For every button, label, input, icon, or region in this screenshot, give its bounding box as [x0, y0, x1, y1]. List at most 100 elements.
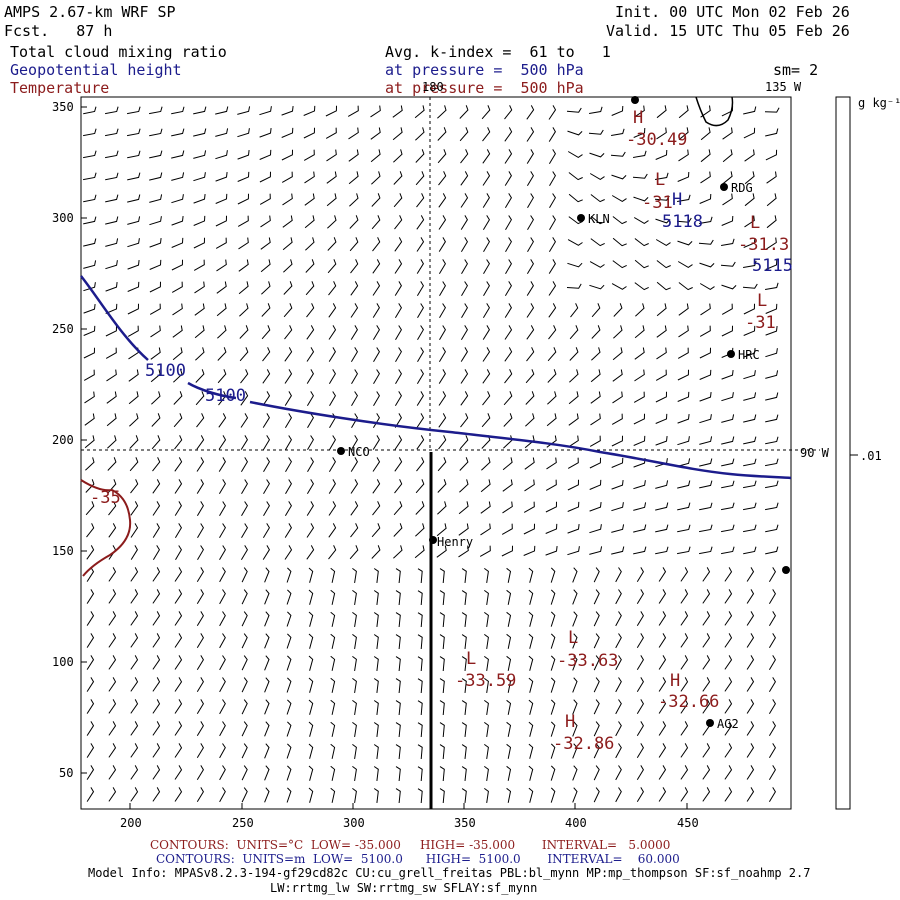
wind-barb	[506, 567, 512, 583]
wind-barb	[484, 677, 489, 693]
wind-barb	[460, 149, 469, 164]
wind-barb	[127, 281, 140, 292]
wind-barb	[743, 414, 757, 423]
station-label-rdg: RDG	[731, 181, 753, 195]
wind-barb	[395, 766, 401, 782]
wind-barb	[417, 325, 424, 341]
wind-barb	[461, 568, 467, 583]
wind-barb	[328, 479, 336, 494]
wind-barb	[636, 567, 644, 582]
wind-barb	[699, 262, 715, 268]
wind-barb	[372, 259, 381, 274]
wind-barb	[504, 127, 513, 142]
wind-barb	[106, 413, 117, 427]
wind-barb	[149, 106, 163, 115]
station-dot-top	[631, 96, 639, 104]
wind-barb	[372, 435, 380, 450]
wind-barb	[415, 127, 425, 141]
wind-barb	[241, 721, 248, 737]
wind-barb	[548, 259, 556, 274]
wind-barb	[437, 127, 447, 141]
wind-barb	[395, 722, 401, 738]
wind-barb	[327, 259, 337, 274]
wind-barb	[174, 589, 183, 604]
wind-barb	[612, 347, 623, 361]
wind-barb	[152, 501, 161, 516]
wind-barb	[680, 589, 689, 604]
wind-barb	[152, 677, 161, 692]
wind-barb	[545, 523, 558, 534]
wind-barb	[699, 524, 713, 533]
wind-barb	[676, 217, 692, 223]
wind-barb	[765, 303, 778, 314]
wind-barb	[83, 260, 97, 269]
wind-barb	[545, 479, 557, 491]
wind-barb	[567, 501, 580, 512]
wind-barb	[658, 633, 667, 648]
wind-barb	[438, 259, 446, 274]
wind-barb	[439, 568, 445, 584]
y-tick-200: 200	[52, 433, 74, 447]
wind-barb	[677, 347, 689, 359]
wind-barb	[217, 369, 227, 384]
wind-barb	[174, 721, 183, 736]
wind-barb	[130, 501, 139, 516]
wind-barb	[239, 347, 249, 362]
wind-barb	[171, 106, 185, 115]
wind-barb	[241, 699, 248, 715]
station-dot-nco	[337, 447, 345, 455]
wind-barb	[149, 259, 162, 270]
wind-barb	[655, 172, 669, 180]
wind-barb	[721, 392, 734, 402]
colorbar-units: g kg⁻¹	[858, 96, 900, 110]
wind-barb	[108, 655, 117, 670]
wind-barb	[528, 765, 534, 781]
wind-barb	[264, 765, 270, 781]
height-contour-5100-c	[249, 400, 792, 480]
wind-barb	[308, 677, 314, 693]
wind-barb	[589, 152, 605, 158]
wind-barb	[416, 391, 424, 406]
wind-barb	[526, 347, 535, 362]
wind-barb	[395, 656, 401, 672]
wind-barb	[636, 721, 644, 736]
wind-barb	[593, 589, 600, 605]
wind-barb	[546, 457, 557, 470]
wind-barb	[372, 237, 381, 252]
wind-barb	[765, 392, 779, 401]
wind-barb	[307, 457, 314, 473]
wind-barb	[746, 765, 755, 780]
wind-barb	[655, 502, 669, 511]
wind-barb	[197, 545, 204, 561]
wind-barb	[572, 787, 578, 803]
wind-barb	[328, 501, 337, 516]
wind-barb	[636, 699, 644, 714]
wind-barb	[658, 699, 667, 714]
wind-barb	[152, 457, 161, 472]
wind-barb	[523, 501, 535, 513]
wind-barb	[611, 546, 625, 555]
wind-barb	[744, 149, 755, 162]
temp-value-5: -35	[90, 488, 121, 508]
wind-barb	[765, 436, 779, 445]
wind-barb	[483, 281, 490, 297]
wind-barb	[572, 589, 578, 605]
wind-barb	[504, 193, 512, 208]
wind-barb	[677, 436, 690, 446]
wind-barb	[439, 722, 445, 738]
wind-barb	[282, 215, 293, 228]
wind-barb	[506, 589, 512, 605]
wind-barb	[174, 633, 183, 648]
wind-barb	[284, 545, 293, 560]
wind-barb	[567, 151, 583, 158]
wind-barb	[393, 171, 403, 185]
wind-barb	[86, 677, 95, 692]
temp-low-marker-4: L	[757, 291, 768, 311]
wind-barb	[281, 127, 294, 138]
wind-barb	[633, 502, 647, 511]
wind-barb	[129, 435, 139, 449]
wind-barb	[765, 128, 779, 137]
wind-barb	[285, 435, 292, 451]
wind-barb	[219, 611, 226, 627]
wind-barb	[572, 655, 578, 671]
